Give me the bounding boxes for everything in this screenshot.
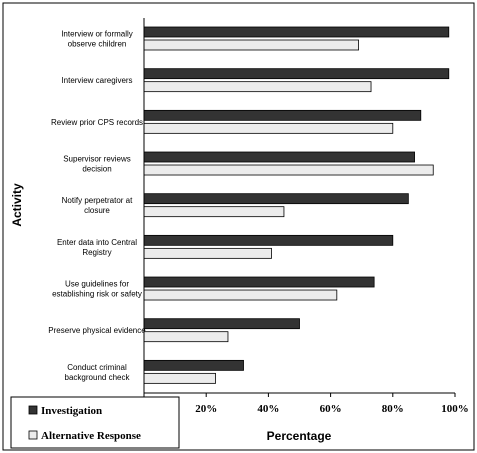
legend-swatch-investigation xyxy=(28,405,38,415)
legend-box xyxy=(10,396,180,449)
category-label: Conduct criminal background check xyxy=(65,363,131,382)
x-tick-label: 80% xyxy=(382,403,404,415)
bar-alternative-response xyxy=(143,122,394,134)
bar-investigation xyxy=(143,276,375,288)
bar-alternative-response xyxy=(143,247,272,259)
category-label: Interview or formally observe children xyxy=(61,30,133,49)
bar-investigation xyxy=(143,234,394,246)
x-axis-ticks: 20% 40% 60% 80% 100% xyxy=(143,393,469,415)
y-axis-title: Activity xyxy=(10,183,24,227)
bar-alternative-response xyxy=(143,164,434,176)
category-label: Use guidelines for establishing risk or s… xyxy=(52,280,142,299)
x-tick-label: 100% xyxy=(441,403,469,415)
legend-label-alternative-response: Alternative Response xyxy=(41,430,141,442)
legend-swatch-alternative-response xyxy=(28,430,38,440)
x-tick-label: 40% xyxy=(257,403,279,415)
x-tick-label: 60% xyxy=(320,403,342,415)
legend: Investigation Alternative Response xyxy=(10,396,180,449)
bar-investigation xyxy=(143,359,244,371)
bar-investigation xyxy=(143,68,450,80)
category-label: Enter data into Central Registry xyxy=(57,238,137,257)
category-label: Preserve physical evidence xyxy=(48,326,146,335)
legend-label-investigation: Investigation xyxy=(41,405,102,417)
bar-investigation xyxy=(143,109,422,121)
category-label: Interview caregivers xyxy=(61,76,132,85)
bar-alternative-response xyxy=(143,206,285,218)
bar-alternative-response xyxy=(143,289,338,301)
bar-alternative-response xyxy=(143,39,359,51)
bars xyxy=(143,26,450,384)
x-tick-label: 20% xyxy=(195,403,217,415)
bar-alternative-response xyxy=(143,331,229,343)
category-label: Notify perpetrator at closure xyxy=(62,196,133,215)
bar-investigation xyxy=(143,151,415,163)
x-axis-title: Percentage xyxy=(267,429,332,443)
bar-alternative-response xyxy=(143,372,216,384)
category-label: Review prior CPS records xyxy=(51,118,143,127)
bar-investigation xyxy=(143,318,300,330)
category-label: Supervisor reviews decision xyxy=(63,155,131,174)
bar-alternative-response xyxy=(143,81,372,93)
category-labels: Interview or formally observe children Int… xyxy=(48,30,146,382)
bar-investigation xyxy=(143,26,450,38)
bar-investigation xyxy=(143,193,409,205)
